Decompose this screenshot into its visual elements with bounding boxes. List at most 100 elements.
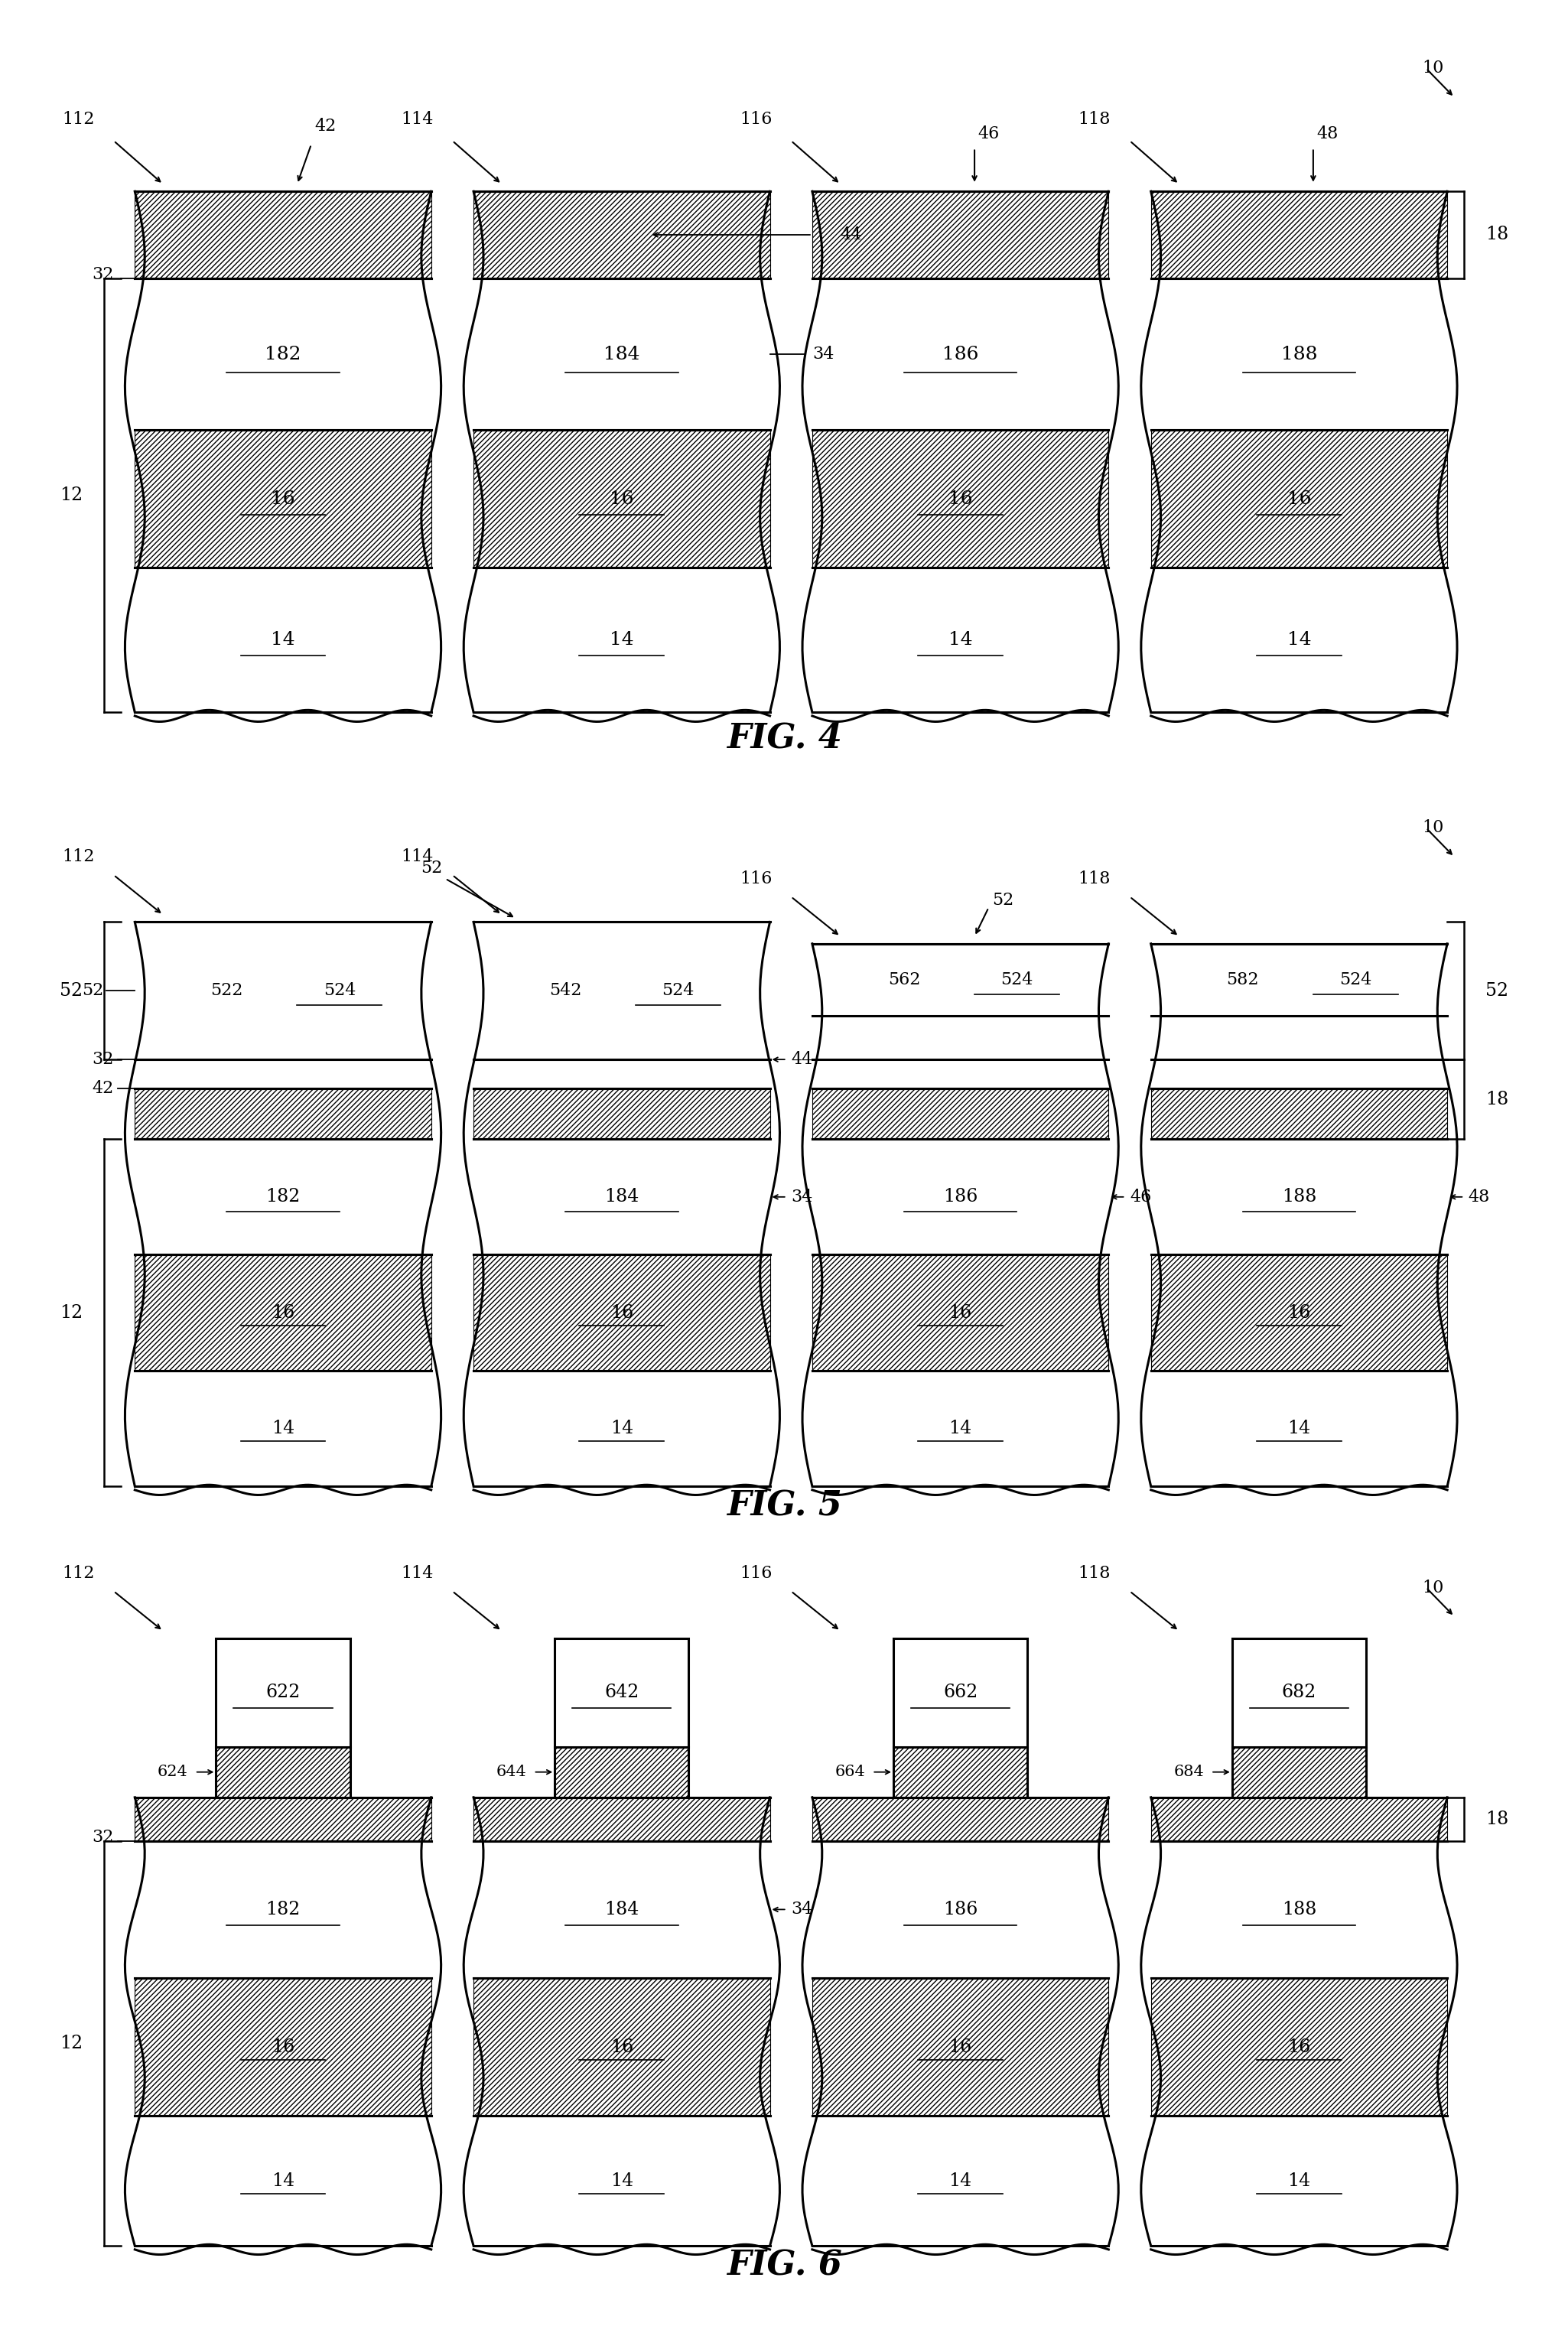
Text: 14: 14	[1287, 1420, 1311, 1437]
Bar	[812, 192, 1109, 278]
Text: 118: 118	[1079, 110, 1110, 128]
Text: FIG. 4: FIG. 4	[726, 722, 842, 755]
Text: 542: 542	[549, 983, 582, 1000]
Bar	[1232, 1747, 1366, 1796]
Text: 52: 52	[1485, 981, 1508, 1000]
Bar	[135, 568, 431, 712]
Bar	[812, 1841, 1109, 1979]
Text: 112: 112	[63, 110, 94, 128]
Bar	[1151, 1089, 1447, 1140]
Text: 32: 32	[93, 266, 113, 283]
Bar	[135, 1140, 431, 1254]
Text: 112: 112	[63, 848, 94, 864]
Bar	[812, 278, 1109, 430]
Bar	[812, 944, 1109, 1016]
Text: 16: 16	[271, 1303, 295, 1322]
Text: 52: 52	[82, 983, 103, 1000]
Bar	[555, 1638, 688, 1747]
Text: 664: 664	[834, 1764, 866, 1780]
Bar	[135, 1061, 431, 1089]
Bar	[812, 1254, 1109, 1371]
Text: 10: 10	[1422, 61, 1444, 77]
Text: 16: 16	[610, 491, 633, 507]
Text: 562: 562	[887, 972, 920, 988]
Text: 16: 16	[610, 1303, 633, 1322]
Text: 10: 10	[1422, 820, 1444, 836]
Text: 16: 16	[949, 2037, 972, 2056]
Text: 14: 14	[949, 1420, 972, 1437]
Text: 32: 32	[93, 1051, 113, 1068]
Bar	[1151, 1254, 1447, 1371]
Text: 18: 18	[1485, 1091, 1508, 1107]
Text: 116: 116	[740, 871, 771, 888]
Text: 16: 16	[949, 1303, 972, 1322]
Bar	[135, 192, 431, 278]
Bar	[135, 1796, 431, 1841]
Bar	[474, 1061, 770, 1089]
Text: 46: 46	[1129, 1189, 1151, 1205]
Text: 112: 112	[63, 1565, 94, 1581]
Bar	[1151, 430, 1447, 568]
Text: 18: 18	[1485, 227, 1508, 243]
Bar	[1151, 1979, 1447, 2116]
Bar	[135, 1254, 431, 1371]
Bar	[1151, 944, 1447, 1016]
Bar	[812, 1089, 1109, 1140]
Bar	[812, 1979, 1109, 2116]
Bar	[894, 1638, 1027, 1747]
Bar	[135, 1796, 431, 1841]
Text: 684: 684	[1173, 1764, 1204, 1780]
Bar	[555, 1747, 688, 1796]
Text: 524: 524	[1339, 972, 1372, 988]
Bar	[135, 1371, 431, 1486]
Bar	[474, 278, 770, 430]
Bar	[474, 430, 770, 568]
Bar	[474, 1979, 770, 2116]
Text: 114: 114	[401, 1565, 433, 1581]
Text: 16: 16	[271, 491, 295, 507]
Bar	[1151, 1841, 1447, 1979]
Bar	[474, 1089, 770, 1140]
Bar	[474, 430, 770, 568]
Bar	[474, 1841, 770, 1979]
Text: 184: 184	[604, 1189, 640, 1205]
Text: FIG. 5: FIG. 5	[726, 1490, 842, 1523]
Text: 622: 622	[265, 1684, 301, 1701]
Text: 186: 186	[942, 1902, 978, 1918]
Text: 34: 34	[790, 1902, 812, 1918]
Bar	[474, 1796, 770, 1841]
Bar	[474, 1254, 770, 1371]
Bar	[135, 1089, 431, 1140]
Text: 14: 14	[271, 2172, 295, 2189]
Bar	[474, 1089, 770, 1140]
Text: 624: 624	[157, 1764, 188, 1780]
Bar	[1232, 1638, 1366, 1747]
Bar	[474, 1979, 770, 2116]
Text: 32: 32	[93, 1829, 113, 1845]
Text: 48: 48	[1468, 1189, 1490, 1205]
Text: 16: 16	[1287, 2037, 1311, 2056]
Text: 14: 14	[271, 1420, 295, 1437]
Text: 188: 188	[1281, 346, 1317, 362]
Text: 42: 42	[315, 117, 336, 135]
Bar	[474, 1371, 770, 1486]
Bar	[1151, 430, 1447, 568]
Text: 184: 184	[604, 1902, 640, 1918]
Text: 662: 662	[942, 1684, 978, 1701]
Text: 522: 522	[210, 983, 243, 1000]
Text: 682: 682	[1281, 1684, 1317, 1701]
Bar	[135, 430, 431, 568]
Text: 14: 14	[610, 1420, 633, 1437]
Bar	[1151, 1140, 1447, 1254]
Bar	[812, 1061, 1109, 1089]
Bar	[1151, 278, 1447, 430]
Bar	[812, 192, 1109, 278]
Text: 12: 12	[60, 486, 83, 505]
Text: 34: 34	[812, 346, 834, 362]
Text: 12: 12	[60, 2035, 83, 2051]
Bar	[135, 1254, 431, 1371]
Text: 188: 188	[1281, 1902, 1317, 1918]
Text: 14: 14	[271, 631, 295, 649]
Text: 52: 52	[420, 860, 442, 876]
Text: 46: 46	[978, 126, 999, 142]
